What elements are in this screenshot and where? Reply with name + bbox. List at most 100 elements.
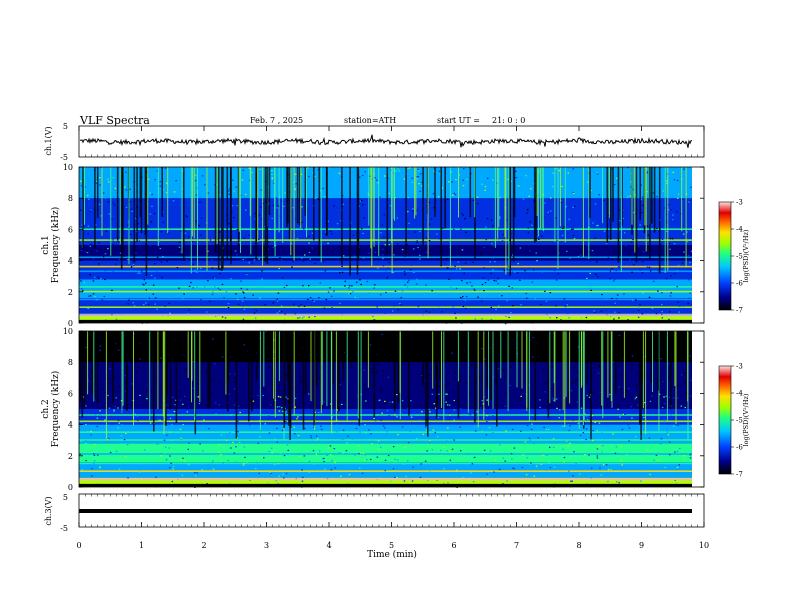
spectrogram-speckle (643, 416, 645, 419)
spectrogram-speckle (378, 399, 381, 401)
spectrogram-sferic (634, 167, 636, 253)
spectrogram-speckle (652, 380, 654, 382)
spectrogram-speckle (555, 279, 558, 281)
spectrogram-sferic (658, 167, 661, 274)
spectrogram-speckle (100, 337, 102, 339)
spectrogram-speckle (258, 214, 261, 216)
spectrogram-speckle (99, 414, 102, 416)
spectrogram-speckle (489, 450, 492, 452)
spectrogram-speckle (270, 414, 272, 416)
spectrogram-speckle (162, 256, 164, 258)
spectrogram-speckle (549, 317, 551, 319)
spectrogram-speckle (622, 413, 625, 415)
spectrogram-sferic (367, 331, 369, 388)
spectrogram-speckle (481, 318, 483, 320)
spectrogram-speckle (598, 366, 600, 368)
start-time: 21: 0 : 0 (492, 116, 525, 125)
spectrogram-speckle (243, 344, 245, 346)
spectrogram-speckle (156, 308, 158, 310)
spectrogram-speckle (669, 311, 671, 313)
spectrogram-speckle (568, 259, 571, 261)
spectrogram-speckle (447, 427, 449, 429)
spectrogram-band (79, 290, 704, 293)
spectrogram-speckle (114, 187, 117, 189)
spectrogram-sferic (667, 167, 669, 271)
spectrogram-sferic (427, 331, 429, 437)
spectrogram-speckle (415, 343, 418, 345)
spectrogram-speckle (632, 190, 635, 193)
spectrogram-speckle (531, 260, 533, 262)
spectrogram-speckle (282, 473, 284, 475)
spectrogram-speckle (576, 336, 578, 339)
spectrogram-speckle (299, 470, 301, 473)
spectrogram-sferic (608, 167, 610, 218)
spectrogram-speckle (107, 272, 110, 274)
spectrogram-speckle (215, 349, 217, 351)
spectrogram-speckle (143, 304, 145, 306)
spectrogram-sferic (578, 331, 580, 429)
spectrogram-speckle (192, 263, 194, 265)
spectrogram-speckle (145, 289, 147, 291)
spectrogram-speckle (425, 429, 428, 431)
time-tick-label: 1 (139, 541, 144, 550)
spectrogram-speckle (462, 477, 465, 479)
spectrogram-speckle (638, 309, 640, 311)
spectrogram-speckle (382, 257, 384, 259)
spectrogram-speckle (160, 455, 162, 457)
spectrogram-speckle (169, 312, 171, 314)
spectrogram-speckle (467, 209, 469, 211)
spectrogram-speckle (292, 337, 294, 339)
freq-tick-label: 6 (68, 389, 73, 398)
spectrogram-speckle (497, 277, 499, 280)
spectrogram-speckle (519, 247, 522, 249)
spectrogram-speckle (145, 302, 147, 304)
spectrogram-speckle (579, 364, 582, 366)
spectrogram-speckle (185, 215, 187, 217)
spectrogram-speckle (524, 416, 527, 418)
spectrogram-sferic (282, 167, 284, 243)
spectrogram-speckle (194, 180, 197, 182)
spectrogram-speckle (242, 464, 245, 466)
colorbar-tick-label: -7 (736, 471, 743, 479)
spectrogram-speckle (493, 471, 495, 473)
spectrogram-speckle (191, 241, 193, 243)
spectrogram-speckle (355, 351, 358, 353)
spectrogram-speckle (298, 305, 300, 308)
spectrogram-speckle (425, 284, 427, 286)
spectrogram-speckle (447, 181, 450, 183)
spectrogram-layer (79, 331, 704, 363)
spectrogram-speckle (109, 451, 112, 454)
spectrogram-speckle (267, 186, 270, 188)
spectrogram-speckle (648, 333, 651, 335)
spectrogram-sferic (194, 331, 196, 423)
spectrogram-speckle (666, 220, 668, 222)
spectrogram-speckle (434, 482, 436, 485)
spectrogram-sferic (565, 331, 567, 397)
spectrogram-speckle (541, 271, 543, 273)
spectrogram-speckle (186, 216, 188, 218)
spectrogram-speckle (520, 395, 522, 397)
spectrogram-speckle (420, 435, 423, 437)
spectrogram-speckle (453, 399, 455, 402)
spectrogram-sferic (440, 167, 442, 267)
spectrogram-speckle (592, 430, 594, 432)
spectrogram-speckle (239, 411, 241, 414)
spectrogram-speckle (435, 237, 437, 240)
spectrogram-speckle (174, 347, 176, 349)
spectrogram-speckle (585, 415, 588, 417)
spectrogram-speckle (655, 313, 658, 315)
spectrogram-speckle (349, 293, 352, 295)
spectrogram-speckle (112, 202, 115, 204)
spectrogram-speckle (499, 276, 501, 278)
spectrogram-speckle (200, 234, 202, 236)
spectrogram-speckle (274, 464, 276, 466)
spectrogram-speckle (169, 455, 171, 457)
spectrogram-sferic (583, 331, 584, 426)
spectrogram-speckle (657, 270, 660, 272)
spectrogram-speckle (646, 171, 649, 173)
spectrogram-speckle (96, 425, 98, 428)
spectrogram-speckle (451, 181, 453, 183)
spectrogram-speckle (124, 186, 126, 188)
spectrogram-sferic (443, 331, 445, 423)
spectrogram-speckle (516, 272, 519, 274)
